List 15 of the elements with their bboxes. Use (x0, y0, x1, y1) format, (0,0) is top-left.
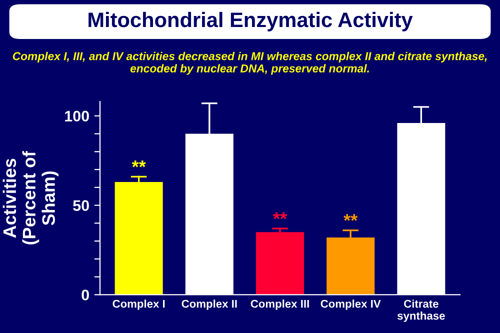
chart-subtitle: Complex I, III, and IV activities decreased in MI whereas complex II and citrate synthase, encoded by nuclear DNA, preserved normal. (12, 52, 487, 75)
x-tick-label: Complex I (112, 300, 165, 310)
chart-title: Mitochondrial Enzymatic Activity (88, 12, 413, 32)
x-tick-label: Complex IV (320, 300, 381, 310)
annotation: ** (273, 212, 288, 220)
y-tick-label: 100 (65, 110, 89, 122)
y-tick-label: 50 (73, 200, 89, 211)
annotation: ** (132, 160, 146, 168)
y-axis-title: Activities (Percent of Sham) (2, 150, 59, 244)
annotation: ** (344, 214, 358, 221)
y-tick-label: 0 (82, 290, 89, 300)
bar (256, 232, 304, 295)
x-tick-label: Complex III (250, 300, 309, 310)
x-tick-label: Citrate synthase (397, 300, 445, 322)
x-tick-label: Complex II (182, 300, 237, 310)
